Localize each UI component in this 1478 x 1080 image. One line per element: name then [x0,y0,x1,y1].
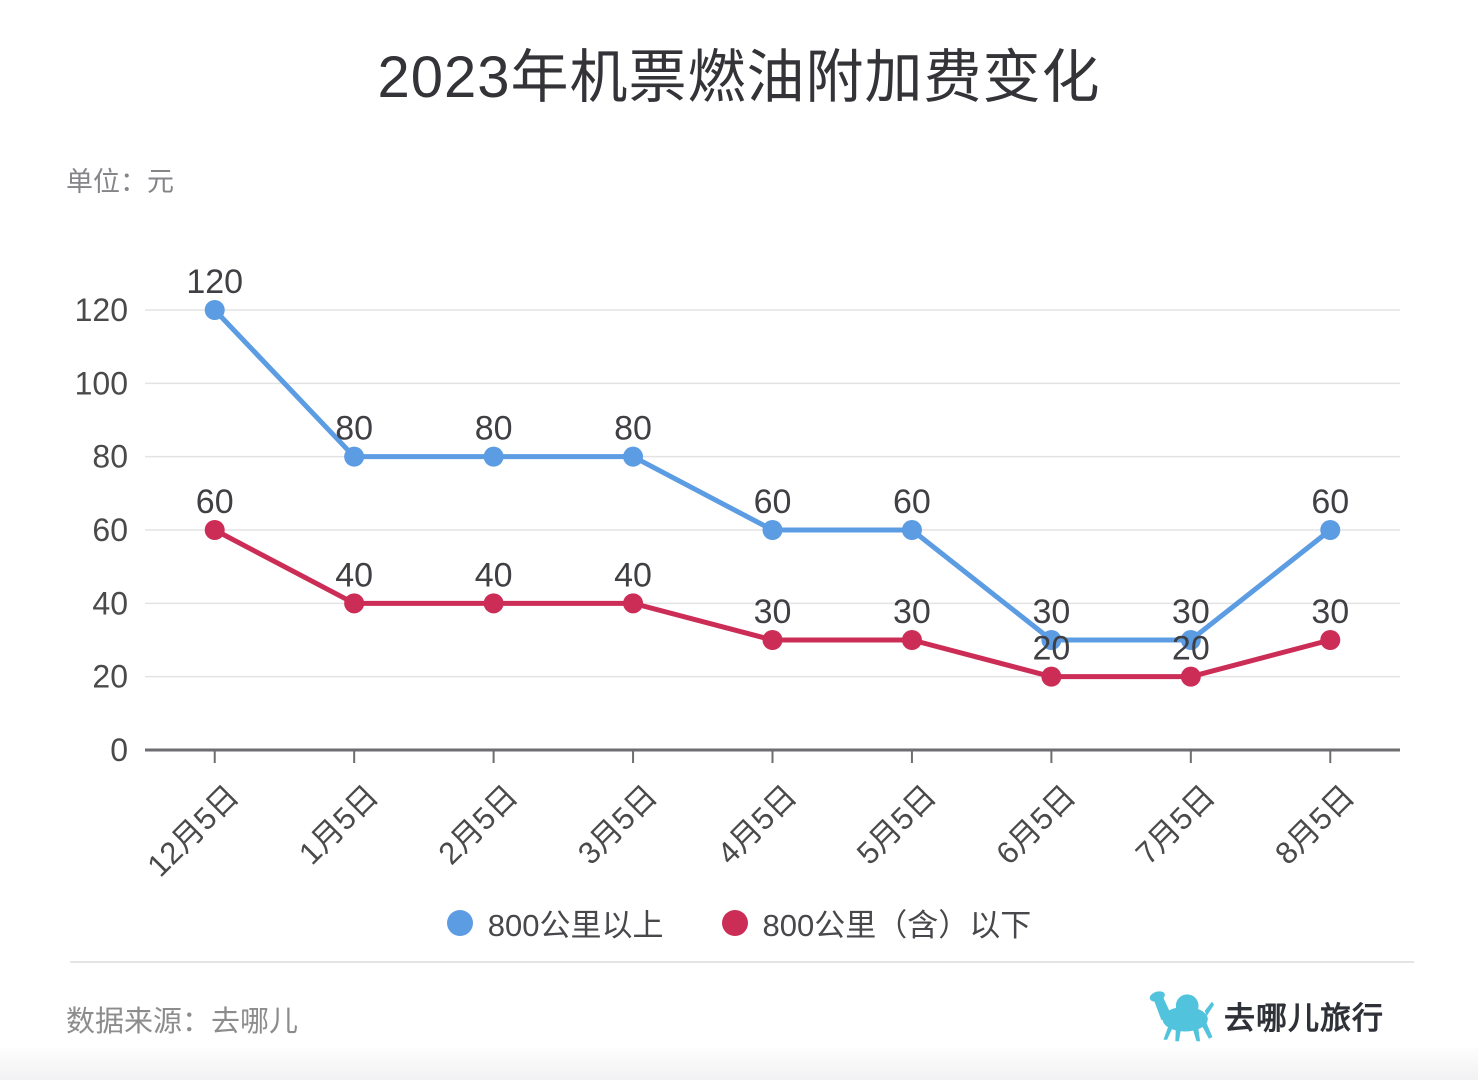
legend-label-over-800km: 800公里以上 [487,908,664,943]
legend-item-over-800km[interactable]: 800公里以上 [446,900,664,945]
svg-text:60: 60 [92,512,128,548]
legend: 800公里以上 800公里（含）以下 [0,900,1478,945]
data-point[interactable] [762,520,783,540]
svg-text:2月5日: 2月5日 [432,778,525,871]
svg-text:80: 80 [475,410,513,448]
legend-marker-blue-icon [446,909,473,936]
svg-text:3月5日: 3月5日 [571,778,664,871]
svg-text:8月5日: 8月5日 [1268,778,1361,871]
y-axis-labels: 0 20 40 60 80 100 120 [75,292,128,768]
svg-text:7月5日: 7月5日 [1129,778,1222,871]
svg-text:80: 80 [614,410,652,448]
data-point[interactable] [344,446,365,467]
svg-text:0: 0 [110,732,128,768]
unit-label: 单位：元 [66,167,174,197]
svg-text:30: 30 [893,593,931,631]
data-point[interactable] [623,593,644,614]
svg-text:12月5日: 12月5日 [141,778,246,883]
svg-text:120: 120 [75,292,128,328]
data-point[interactable] [1041,630,1062,650]
svg-text:60: 60 [1311,483,1349,521]
data-point[interactable] [483,446,504,467]
svg-text:30: 30 [1032,593,1070,631]
svg-text:30: 30 [754,593,792,631]
data-point[interactable] [204,300,225,320]
data-point[interactable] [762,630,783,650]
svg-text:120: 120 [186,263,243,301]
svg-text:100: 100 [75,365,128,401]
legend-marker-red-icon [721,909,748,936]
series-blue [204,300,1341,650]
divider [70,961,1414,963]
line-chart[interactable]: 0 20 40 60 80 100 120 12月5日 1月5日 2月5日 3月5日 4月5日 5月5日… [0,240,1478,900]
value-labels-blue: 120 80 80 80 60 60 30 30 60 [186,263,1349,631]
svg-text:60: 60 [754,483,792,521]
svg-text:4月5日: 4月5日 [710,778,803,871]
x-axis-labels: 12月5日 1月5日 2月5日 3月5日 4月5日 5月5日 6月5日 7月5日 8月5日 [141,778,1362,883]
data-point[interactable] [344,593,365,614]
legend-item-under-800km[interactable]: 800公里（含）以下 [721,900,1032,945]
svg-text:40: 40 [475,556,513,594]
data-point[interactable] [1320,630,1341,650]
data-point[interactable] [901,630,922,650]
svg-text:60: 60 [893,483,931,521]
svg-text:20: 20 [92,659,128,695]
data-point[interactable] [483,593,504,614]
svg-text:40: 40 [335,556,373,594]
legend-label-under-800km: 800公里（含）以下 [762,908,1032,943]
svg-text:1月5日: 1月5日 [292,778,385,871]
svg-text:60: 60 [196,483,234,521]
svg-text:20: 20 [1172,630,1210,668]
bottom-strip [0,1048,1478,1080]
data-point[interactable] [1041,666,1062,687]
svg-text:6月5日: 6月5日 [989,778,1082,871]
data-point[interactable] [1320,520,1341,540]
svg-text:40: 40 [614,556,652,594]
svg-text:30: 30 [1311,593,1349,631]
series-line [212,307,1333,643]
data-point[interactable] [1180,630,1201,650]
svg-text:80: 80 [335,410,373,448]
svg-text:80: 80 [92,439,128,475]
svg-text:30: 30 [1172,593,1210,631]
x-axis [145,748,1400,763]
svg-text:5月5日: 5月5日 [850,778,943,871]
chart-title: 2023年机票燃油附加费变化 [377,45,1101,110]
series-red [204,520,1341,687]
svg-text:40: 40 [92,585,128,621]
data-point[interactable] [1180,666,1201,687]
data-point[interactable] [623,446,644,467]
data-point[interactable] [204,520,225,540]
data-point[interactable] [901,520,922,540]
camel-icon [1149,991,1214,1042]
qunar-logo-text: 去哪儿旅行 [1224,1000,1384,1036]
qunar-logo: 去哪儿旅行 [1148,988,1384,1042]
data-source: 数据来源：去哪儿 [66,1006,299,1038]
svg-text:20: 20 [1032,630,1070,668]
